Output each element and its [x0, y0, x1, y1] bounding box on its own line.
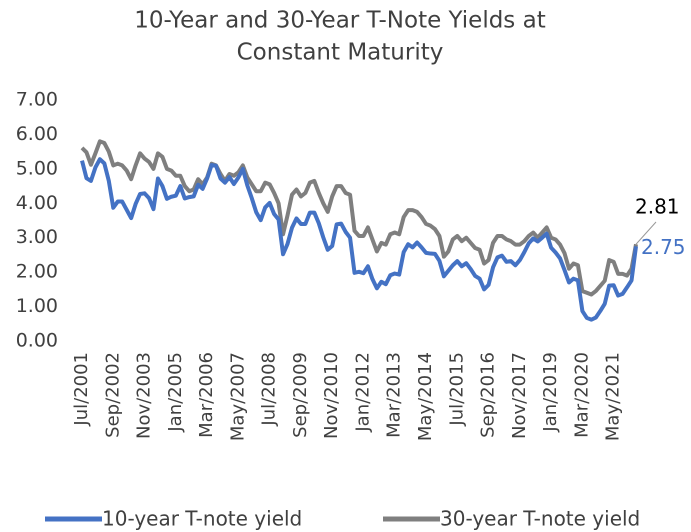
y-tick-label: 7.00 [16, 89, 58, 111]
x-tick-label: May/2021 [603, 352, 624, 441]
y-tick-label: 0.00 [16, 330, 58, 352]
chart-title: 10-Year and 30-Year T-Note Yields at [134, 8, 545, 34]
y-tick-label: 2.00 [16, 261, 58, 283]
x-tick-label: Sep/2016 [478, 352, 499, 438]
y-tick-label: 6.00 [16, 123, 58, 145]
x-tick-label: Jan/2019 [540, 352, 561, 433]
x-tick-label: May/2014 [415, 352, 436, 441]
y-tick-label: 1.00 [16, 295, 58, 317]
x-tick-label: Nov/2010 [321, 352, 342, 439]
y-tick-label: 5.00 [16, 157, 58, 179]
legend-label: 10-year T-note yield [102, 507, 302, 531]
y-tick-label: 3.00 [16, 226, 58, 248]
x-tick-label: Jan/2005 [165, 352, 186, 433]
x-tick-label: Nov/2017 [509, 352, 530, 439]
x-tick-label: Mar/2020 [571, 352, 592, 438]
annotation-leader [635, 221, 657, 245]
chart-title: Constant Maturity [237, 40, 444, 66]
end-label: 2.81 [635, 195, 680, 219]
x-tick-label: Jul/2008 [259, 352, 280, 427]
x-tick-label: Sep/2009 [290, 352, 311, 438]
x-tick-label: Nov/2003 [134, 352, 155, 439]
x-tick-label: Jan/2012 [352, 352, 373, 433]
x-tick-label: Sep/2002 [102, 352, 123, 438]
x-tick-label: Jul/2015 [446, 352, 467, 427]
legend-label: 30-year T-note yield [440, 507, 640, 531]
x-tick-label: Mar/2006 [196, 352, 217, 438]
series-line [80, 157, 638, 322]
x-tick-label: Mar/2013 [384, 352, 405, 438]
end-label: 2.75 [641, 235, 686, 259]
x-tick-label: Jul/2001 [71, 352, 92, 427]
series-line [80, 139, 638, 297]
x-tick-label: May/2007 [227, 352, 248, 441]
y-tick-label: 4.00 [16, 192, 58, 214]
